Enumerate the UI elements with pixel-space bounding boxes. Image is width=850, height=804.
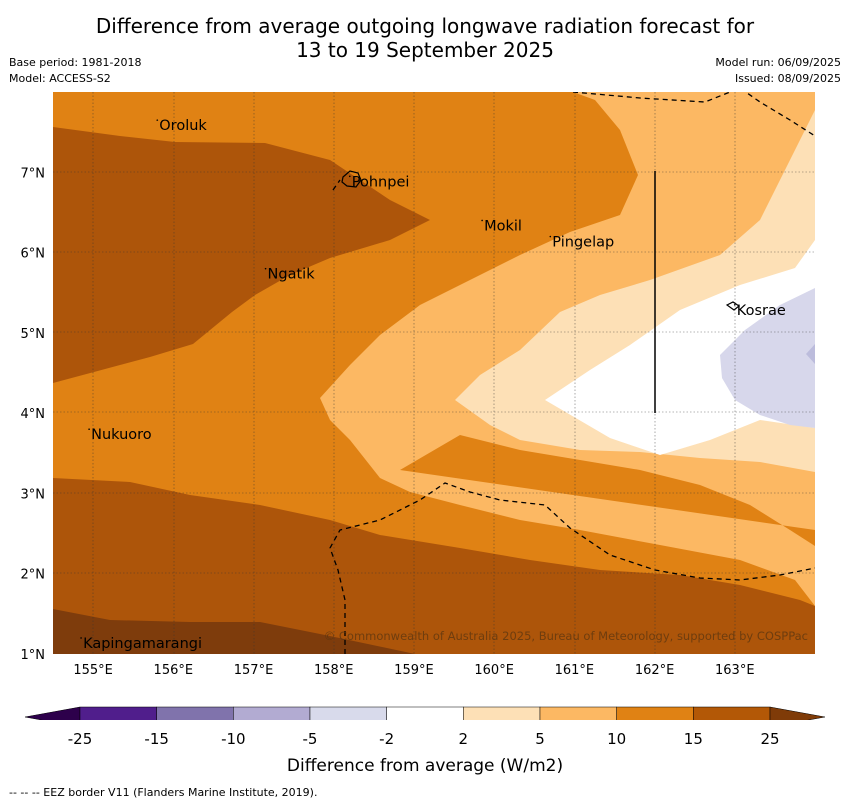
lon-tick-label: 156°E — [154, 663, 194, 678]
colorbar-extend-high — [769, 706, 826, 720]
colorbar — [24, 706, 826, 720]
place-label-pingelap: Pingelap — [552, 235, 614, 251]
place-label-ngatik: Ngatik — [268, 267, 316, 283]
colorbar-segment — [233, 706, 311, 720]
band-light-purple-deeper — [806, 344, 815, 364]
colorbar-tick-label: 5 — [535, 730, 545, 748]
colorbar-segment — [79, 706, 157, 720]
eez-border-north — [572, 92, 815, 137]
colorbar-tick-label: -25 — [67, 730, 93, 748]
meta-right: Model run: 06/09/2025 Issued: 08/09/2025 — [715, 55, 841, 87]
pohnpei-island — [341, 170, 362, 188]
lat-tick-labels: 1°N 2°N 3°N 4°N 5°N 6°N 7°N — [21, 166, 46, 663]
lat-tick-label: 6°N — [21, 247, 46, 262]
place-marker-mokil — [481, 219, 483, 222]
band-brown-15-south — [53, 478, 815, 654]
place-labels: Oroluk Pohnpei Mokil Pingelap Ngatik Kosrae Nu… — [80, 118, 786, 652]
eez-border — [329, 92, 815, 654]
map-svg: Oroluk Pohnpei Mokil Pingelap Ngatik Kosrae Nu… — [21, 92, 826, 720]
title-line-2: 13 to 19 September 2025 — [296, 38, 554, 62]
place-label-kosrae: Kosrae — [737, 303, 786, 319]
colorbar-segment — [309, 706, 387, 720]
colorbar-segment — [693, 706, 771, 720]
lon-tick-label: 163°E — [715, 663, 755, 678]
colorbar-title: Difference from average (W/m2) — [286, 756, 564, 776]
place-marker-oroluk — [156, 119, 159, 121]
lat-tick-label: 2°N — [21, 568, 46, 583]
lon-tick-label: 158°E — [314, 663, 354, 678]
model-run: Model run: 06/09/2025 — [715, 56, 841, 69]
colorbar-tick-label: -2 — [379, 730, 395, 748]
band-dark-brown-25 — [53, 609, 415, 654]
place-marker-nukuoro — [88, 428, 90, 431]
lat-tick-label: 3°N — [21, 487, 46, 502]
colorbar-segment — [156, 706, 234, 720]
band-light-purple — [720, 288, 815, 428]
colorbar-tick-label: 10 — [607, 730, 627, 748]
lon-tick-label: 160°E — [474, 663, 514, 678]
lat-tick-label: 4°N — [21, 407, 46, 422]
band-brown-15-north — [53, 127, 430, 383]
meta-left: Base period: 1981-2018 Model: ACCESS-S2 — [9, 55, 141, 87]
colorbar-segment — [616, 706, 694, 720]
eez-border-pohnpei — [332, 179, 341, 191]
lat-tick-label: 5°N — [21, 327, 46, 342]
issued-date: Issued: 08/09/2025 — [734, 72, 841, 85]
colorbar-tick-label: 2 — [458, 730, 469, 748]
place-label-kapingamarangi: Kapingamarangi — [83, 636, 202, 652]
place-label-mokil: Mokil — [484, 218, 522, 234]
colorbar-segment — [463, 706, 541, 720]
colorbar-tick-label: -5 — [302, 730, 318, 748]
lon-tick-label: 161°E — [555, 663, 595, 678]
colorbar-tick-label: -15 — [144, 730, 169, 748]
colorbar-segment — [539, 706, 617, 720]
place-marker-pohnpei — [348, 175, 351, 178]
place-label-pohnpei: Pohnpei — [352, 174, 410, 190]
place-marker-kapingamarangi — [80, 637, 82, 639]
copyright-text: © Commonwealth of Australia 2025, Bureau… — [324, 629, 808, 643]
band-orange-10-south — [400, 435, 815, 546]
colorbar-segment — [386, 706, 464, 720]
colorbar-tick-label: 25 — [760, 730, 780, 748]
chart-title: Difference from average outgoing longwav… — [0, 14, 850, 62]
place-label-nukuoro: Nukuoro — [91, 427, 152, 443]
grid-lines — [53, 92, 815, 654]
place-marker-ngatik — [264, 267, 267, 270]
lon-tick-labels: 155°E 156°E 157°E 158°E 159°E 160°E 161°E 162°E… — [73, 663, 754, 678]
colorbar-extend-low — [24, 706, 81, 720]
base-period: Base period: 1981-2018 — [9, 56, 142, 69]
contour-fill — [53, 92, 815, 654]
kosrae-island — [725, 301, 741, 311]
lon-tick-label: 162°E — [635, 663, 675, 678]
title-line-1: Difference from average outgoing longwav… — [95, 14, 755, 38]
lon-tick-label: 157°E — [234, 663, 274, 678]
footer-note: -- -- -- EEZ border V11 (Flanders Marine… — [9, 786, 318, 799]
lat-tick-label: 1°N — [21, 648, 46, 663]
model-name: Model: ACCESS-S2 — [9, 72, 111, 85]
lon-tick-label: 159°E — [394, 663, 434, 678]
place-label-oroluk: Oroluk — [159, 118, 207, 134]
colorbar-tick-label: -10 — [221, 730, 246, 748]
place-marker-pingelap — [549, 235, 552, 238]
place-marker-kosrae — [733, 303, 736, 306]
colorbar-tick-label: 15 — [683, 730, 703, 748]
lat-tick-label: 7°N — [21, 166, 46, 181]
lon-tick-label: 155°E — [73, 663, 113, 678]
